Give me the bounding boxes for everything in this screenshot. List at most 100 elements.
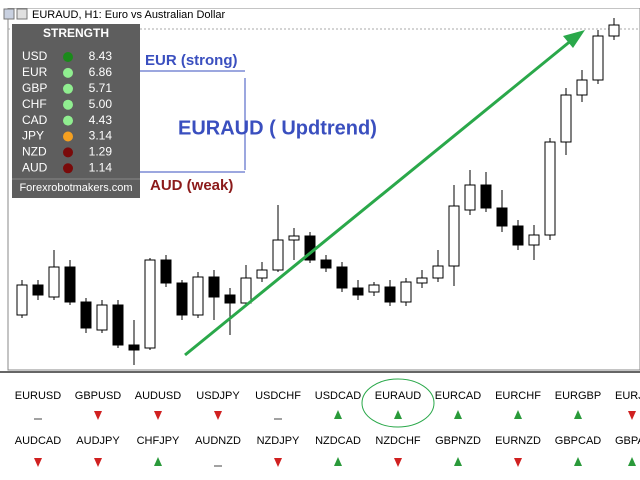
candle-body bbox=[256, 269, 268, 279]
candle-body bbox=[224, 294, 236, 304]
window-icon bbox=[16, 8, 28, 20]
candle-body bbox=[400, 281, 412, 303]
strength-dot bbox=[63, 115, 73, 126]
signal-down bbox=[34, 458, 42, 467]
currency-label: JPY bbox=[22, 129, 44, 143]
pair-name[interactable]: EURCAD bbox=[435, 390, 482, 402]
pair-name[interactable]: CHFJPY bbox=[137, 435, 180, 447]
candle-body bbox=[128, 344, 140, 351]
pair-name[interactable]: USDCAD bbox=[315, 390, 362, 402]
candle-body bbox=[144, 259, 156, 349]
strength-value: 5.00 bbox=[89, 97, 113, 111]
candle-body bbox=[176, 282, 188, 316]
strength-value: 6.86 bbox=[89, 65, 113, 79]
currency-label: USD bbox=[22, 49, 48, 63]
strength-dot bbox=[63, 67, 73, 78]
candle-body bbox=[432, 265, 444, 279]
pair-name[interactable]: EURGBP bbox=[555, 390, 601, 402]
strength-value: 8.43 bbox=[89, 49, 113, 63]
strength-dot bbox=[63, 52, 73, 62]
signal-down bbox=[154, 411, 162, 420]
candle-body bbox=[112, 304, 124, 346]
candle-body bbox=[576, 79, 588, 96]
annotation-weak: AUD (weak) bbox=[150, 177, 233, 194]
candle-body bbox=[528, 234, 540, 246]
window-title: EURAUD, H1: Euro vs Australian Dollar bbox=[32, 9, 226, 21]
signal-down bbox=[394, 458, 402, 467]
signal-up bbox=[394, 410, 402, 419]
pairs-panel: EURUSD GBPUSD AUDUSD USDJPY USDCHF USDCAD EURA… bbox=[15, 390, 640, 467]
window-icon bbox=[3, 8, 15, 20]
pair-name[interactable]: USDJPY bbox=[196, 390, 240, 402]
trend-arrowhead bbox=[563, 30, 585, 48]
signal-up bbox=[154, 457, 162, 466]
pair-name[interactable]: AUDNZD bbox=[195, 435, 241, 447]
candle-body bbox=[464, 184, 476, 211]
strength-value: 4.43 bbox=[89, 113, 113, 127]
signal-down bbox=[274, 458, 282, 467]
signal-down bbox=[94, 411, 102, 420]
candle-body bbox=[208, 276, 220, 298]
pair-name[interactable]: EURJ bbox=[615, 390, 640, 402]
candle-body bbox=[192, 276, 204, 316]
candle-body bbox=[384, 286, 396, 303]
candle-body bbox=[544, 141, 556, 236]
currency-label: AUD bbox=[22, 160, 48, 174]
candle-body bbox=[160, 259, 172, 284]
pair-name[interactable]: GBPA bbox=[615, 435, 640, 447]
candle-body bbox=[240, 277, 252, 304]
candle-body bbox=[512, 225, 524, 246]
pair-name[interactable]: EURCHF bbox=[495, 390, 541, 402]
pair-name[interactable]: AUDJPY bbox=[76, 435, 120, 447]
signal-up bbox=[628, 457, 636, 466]
currency-label: EUR bbox=[22, 65, 48, 79]
signal-up bbox=[574, 457, 582, 466]
candle-body bbox=[352, 287, 364, 296]
annotation-trend: EURAUD ( Updtrend) bbox=[178, 117, 377, 139]
candle-body bbox=[480, 184, 492, 209]
pair-name[interactable]: AUDUSD bbox=[135, 390, 182, 402]
candle-body bbox=[496, 207, 508, 227]
signal-down bbox=[214, 411, 222, 420]
pair-name[interactable]: GBPNZD bbox=[435, 435, 481, 447]
candle-body bbox=[272, 239, 284, 271]
candle-body bbox=[608, 24, 620, 37]
currency-label: NZD bbox=[22, 145, 47, 159]
pair-name[interactable]: NZDCHF bbox=[375, 435, 420, 447]
candle-body bbox=[560, 94, 572, 143]
pair-name[interactable]: GBPCAD bbox=[555, 435, 602, 447]
strength-panel bbox=[12, 24, 140, 198]
candle-body bbox=[48, 266, 60, 298]
strength-rows: USD 8.43 EUR 6.86 GBP 5.71 CHF 5.00 CAD 4.43 JPY 3.… bbox=[22, 49, 112, 174]
signal-up bbox=[574, 410, 582, 419]
signal-up bbox=[514, 410, 522, 419]
pair-name[interactable]: EURUSD bbox=[15, 390, 62, 402]
currency-label: CAD bbox=[22, 113, 48, 127]
signal-up bbox=[334, 410, 342, 419]
candle-body bbox=[32, 284, 44, 296]
signal-up bbox=[334, 457, 342, 466]
candle-body bbox=[80, 301, 92, 329]
signal-down bbox=[514, 458, 522, 467]
strength-footer: Forexrobotmakers.com bbox=[19, 182, 132, 194]
candle-body bbox=[288, 235, 300, 241]
strength-dot bbox=[63, 147, 73, 158]
signal-up bbox=[454, 410, 462, 419]
candle-body bbox=[368, 284, 380, 293]
pair-name[interactable]: GBPUSD bbox=[75, 390, 122, 402]
strength-dot bbox=[63, 163, 73, 174]
pair-name[interactable]: NZDJPY bbox=[257, 435, 300, 447]
strength-value: 5.71 bbox=[89, 81, 113, 95]
pair-name[interactable]: USDCHF bbox=[255, 390, 301, 402]
strength-value: 1.14 bbox=[89, 160, 113, 174]
pair-name[interactable]: EURAUD bbox=[375, 390, 422, 402]
candle-body bbox=[336, 266, 348, 289]
pair-name[interactable]: AUDCAD bbox=[15, 435, 62, 447]
pair-name[interactable]: NZDCAD bbox=[315, 435, 361, 447]
candle-body bbox=[96, 304, 108, 331]
pair-name[interactable]: EURNZD bbox=[495, 435, 541, 447]
currency-label: CHF bbox=[22, 97, 47, 111]
signal-up bbox=[454, 457, 462, 466]
currency-label: GBP bbox=[22, 81, 47, 95]
highlight-ellipse bbox=[361, 378, 435, 428]
